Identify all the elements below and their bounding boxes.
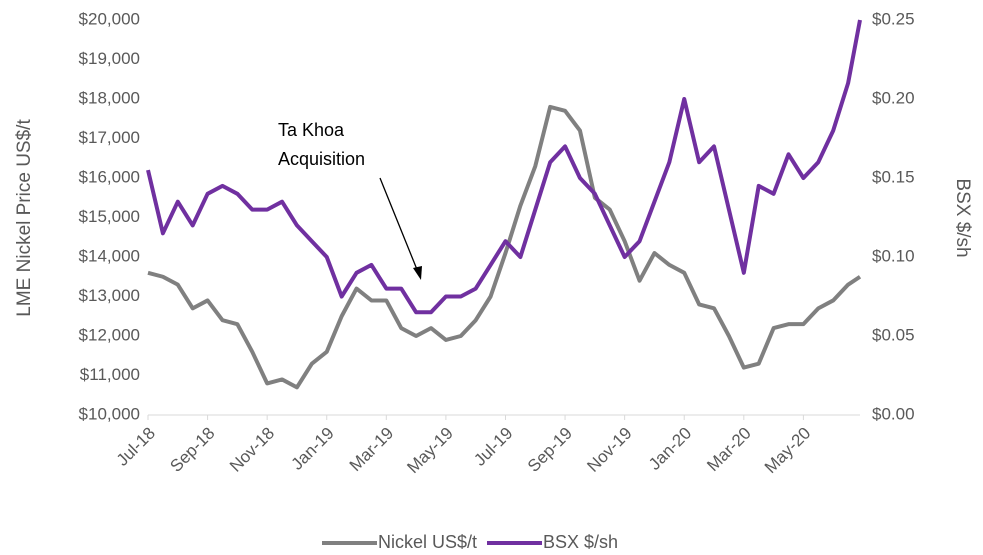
x-tick-label: Sep-18	[166, 424, 218, 476]
annotation: Ta Khoa	[278, 120, 345, 140]
y2-tick-label: $0.10	[872, 246, 915, 265]
x-tick-label: May-19	[403, 424, 457, 478]
y-tick-label: $13,000	[79, 286, 140, 305]
x-tick-label: Jul-19	[470, 424, 516, 470]
arrow-head	[413, 266, 422, 280]
x-tick-label: Mar-19	[346, 424, 398, 476]
x-tick-label: May-20	[761, 424, 815, 478]
x-tick-label: Jul-18	[113, 424, 159, 470]
x-tick-label: Mar-20	[703, 424, 755, 476]
y2-axis-title: BSX $/sh	[952, 178, 973, 257]
legend-label: BSX $/sh	[543, 532, 618, 552]
annotation-arrow	[379, 177, 419, 273]
y-tick-label: $14,000	[79, 246, 140, 265]
x-tick-label: Sep-19	[524, 424, 576, 476]
x-tick-label: Nov-18	[226, 424, 278, 476]
y-axis-title: LME Nickel Price US$/t	[14, 119, 35, 317]
y-tick-label: $11,000	[80, 365, 140, 384]
y-tick-label: $17,000	[79, 128, 140, 147]
y-tick-label: $19,000	[79, 49, 140, 68]
y2-tick-label: $0.25	[872, 9, 915, 28]
y-tick-label: $15,000	[79, 207, 140, 226]
series-line	[147, 104, 862, 390]
y-tick-label: $10,000	[79, 404, 140, 423]
series-line	[146, 19, 862, 315]
y2-tick-label: $0.00	[872, 404, 915, 423]
x-tick-label: Jan-20	[645, 424, 695, 474]
y2-tick-label: $0.20	[872, 88, 915, 107]
y-tick-label: $16,000	[79, 167, 140, 186]
y2-tick-label: $0.15	[872, 167, 915, 186]
legend-label: Nickel US$/t	[378, 532, 477, 552]
x-tick-label: Nov-19	[583, 424, 635, 476]
annotation: Acquisition	[278, 149, 365, 169]
y-tick-label: $18,000	[79, 88, 140, 107]
x-tick-label: Jan-19	[288, 424, 338, 474]
y-tick-label: $12,000	[79, 325, 140, 344]
y2-tick-label: $0.05	[872, 325, 915, 344]
y-tick-label: $20,000	[79, 9, 140, 28]
